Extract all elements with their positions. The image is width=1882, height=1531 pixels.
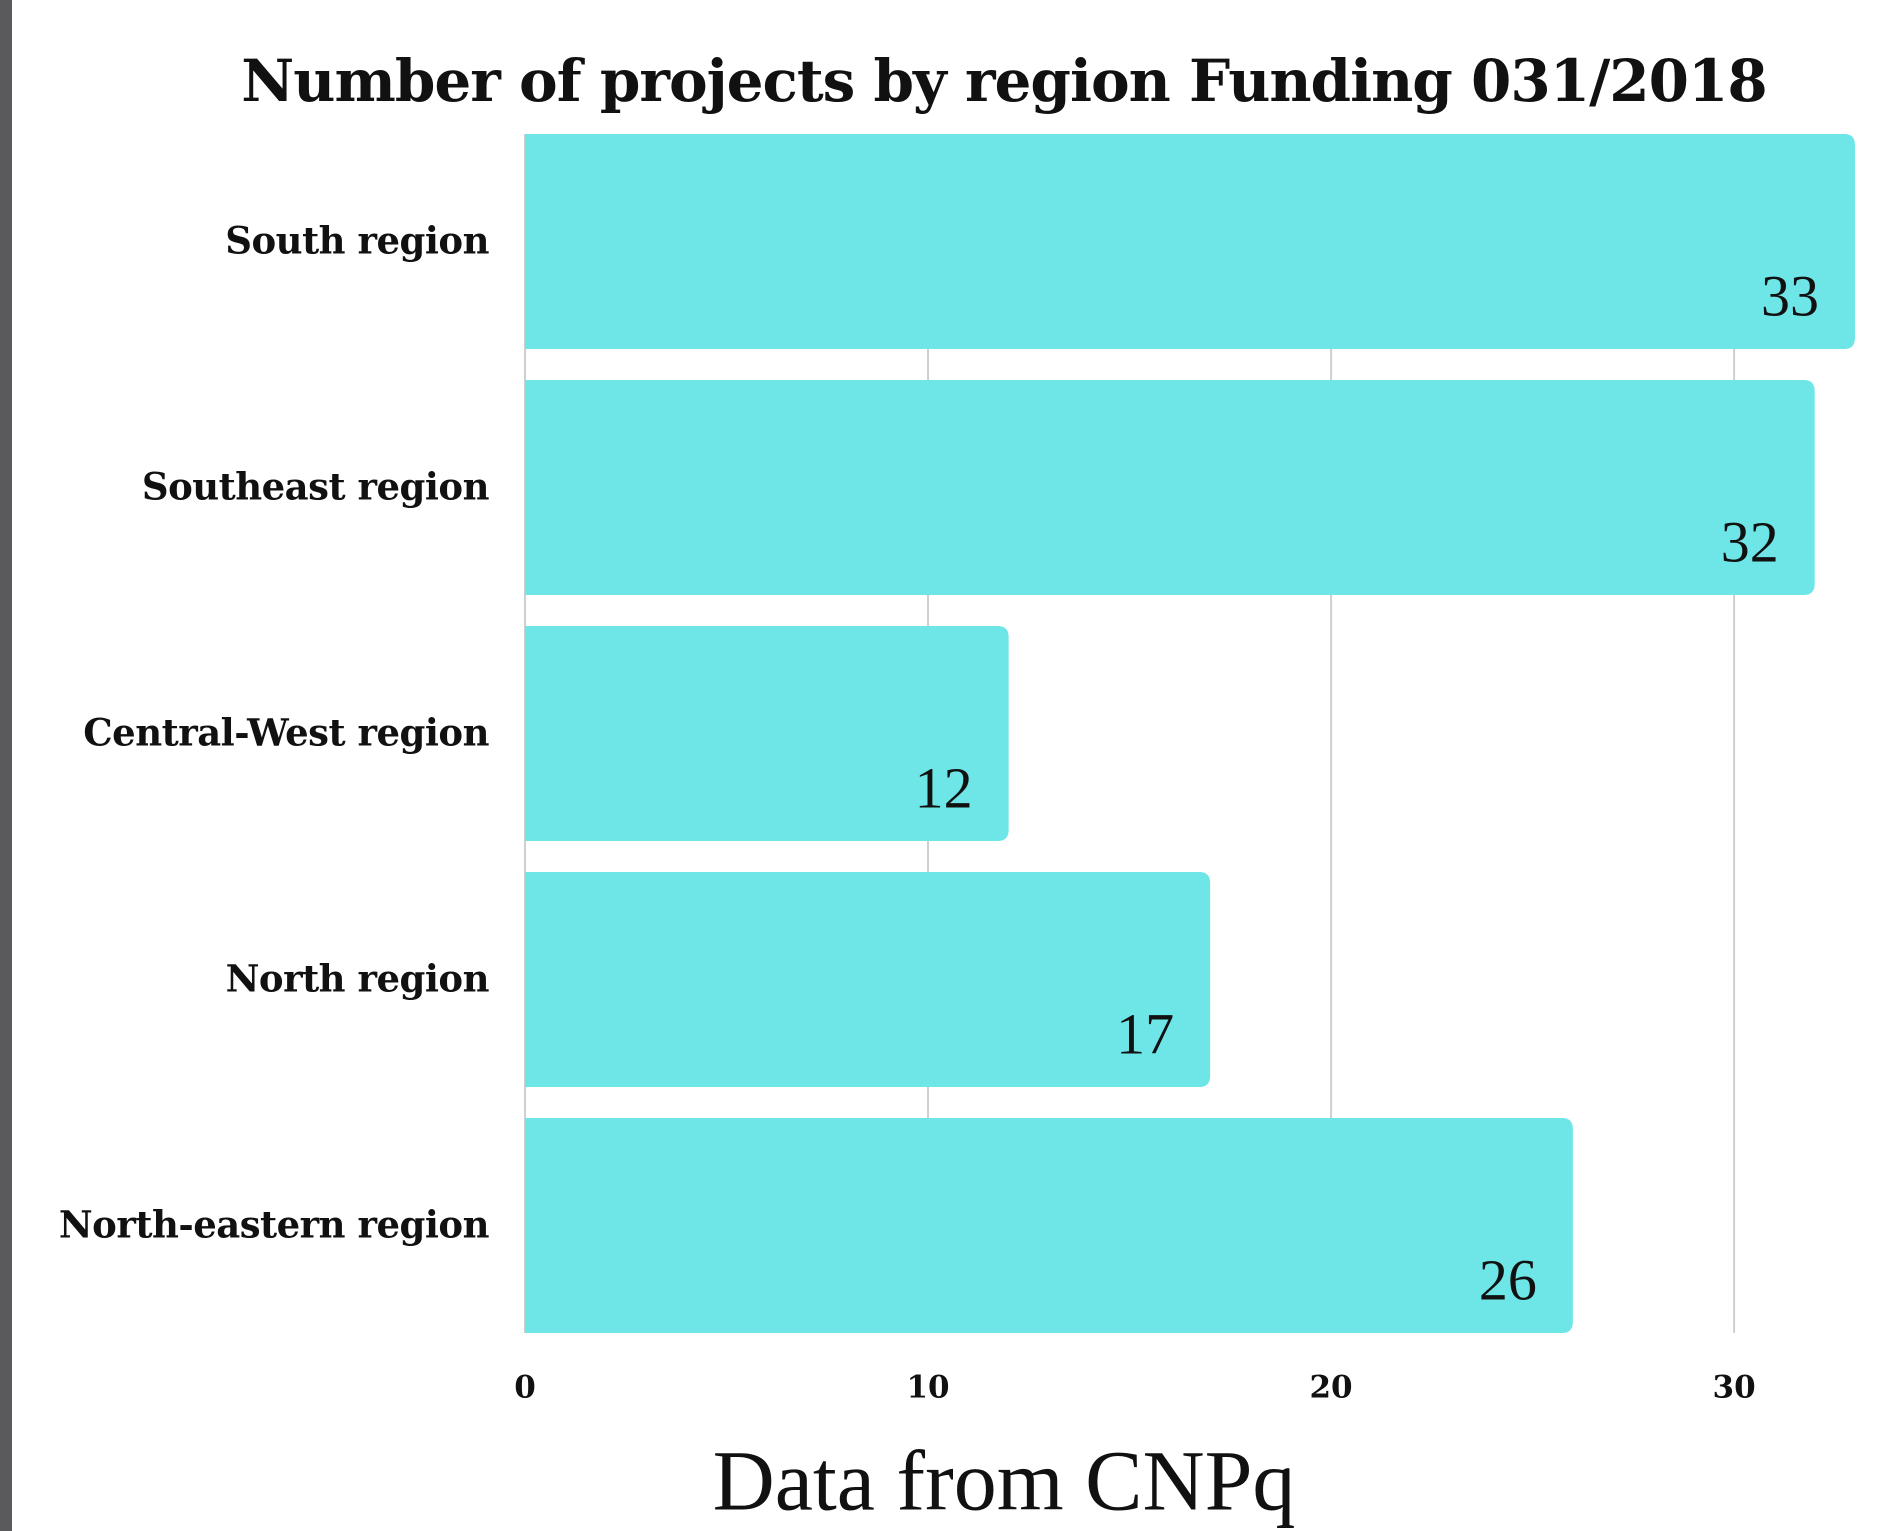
y-tick-label: North region <box>226 957 490 1001</box>
x-tick-label: 10 <box>906 1370 949 1406</box>
bar <box>525 380 1815 595</box>
value-label: 26 <box>1479 1247 1537 1312</box>
y-tick-label: Southeast region <box>142 465 490 509</box>
window-edge <box>0 0 12 1531</box>
value-label: 12 <box>915 755 973 820</box>
x-tick-label: 0 <box>514 1370 536 1406</box>
value-label: 33 <box>1761 263 1819 328</box>
bar <box>525 872 1211 1087</box>
x-tick-label: 20 <box>1309 1370 1352 1406</box>
y-tick-label: North-eastern region <box>59 1203 490 1247</box>
chart-title: Number of projects by region Funding 031… <box>241 47 1766 115</box>
bar <box>525 1118 1573 1333</box>
bar <box>525 626 1009 841</box>
chart-caption: Data from CNPq <box>713 1433 1296 1529</box>
value-label: 32 <box>1721 509 1779 574</box>
x-tick-label: 30 <box>1713 1370 1756 1406</box>
value-label: 17 <box>1116 1001 1174 1066</box>
bar <box>525 134 1855 349</box>
y-tick-label: Central-West region <box>83 711 489 755</box>
y-tick-label: South region <box>225 219 489 263</box>
